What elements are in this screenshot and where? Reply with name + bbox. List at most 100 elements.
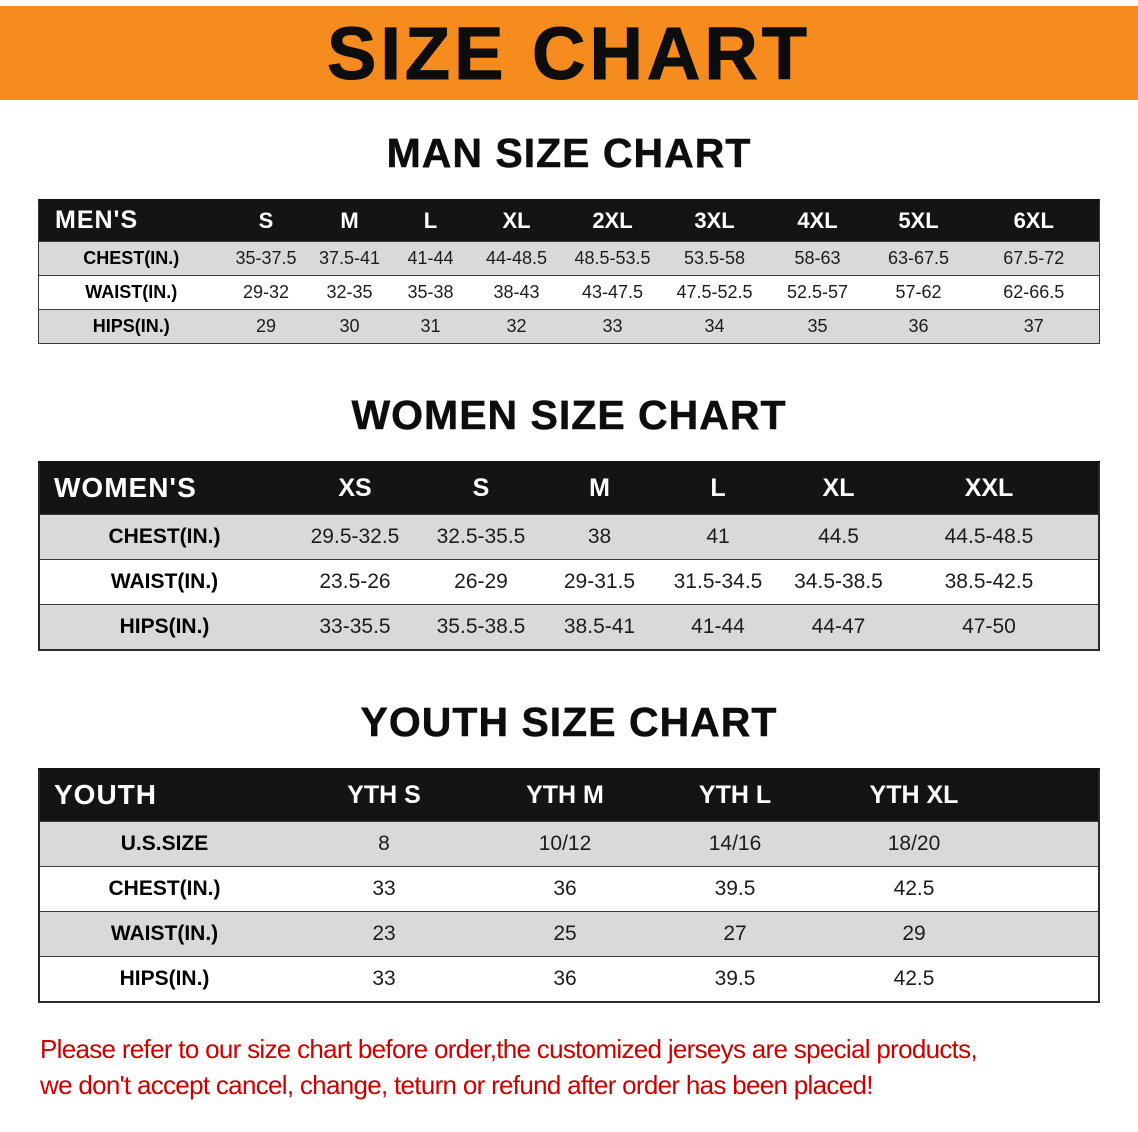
spacer-cell (1079, 559, 1099, 605)
measure-value-cell: 32 (470, 308, 563, 344)
measure-value-cell: 8 (289, 821, 479, 867)
table-title-cell: YOUTH (39, 767, 289, 822)
measure-value-cell: 35 (766, 308, 869, 344)
size-header-cell: YTH L (651, 767, 819, 822)
banner: SIZE CHART (0, 6, 1138, 100)
measure-value-cell: 43-47.5 (562, 274, 663, 310)
measure-value-cell: 31.5-34.5 (658, 559, 778, 605)
page-title: SIZE CHART (327, 11, 811, 95)
measure-value-cell: 36 (479, 956, 651, 1002)
size-header-cell: S (223, 199, 309, 242)
measure-value-cell: 39.5 (651, 956, 819, 1002)
row-label-cell: WAIST(IN.) (39, 911, 289, 957)
measure-value-cell: 38 (541, 514, 658, 560)
measure-value-cell: 32-35 (308, 274, 391, 310)
table-title-cell: WOMEN'S (39, 460, 289, 515)
measure-value-cell: 35-38 (390, 274, 471, 310)
measure-value-cell: 29 (223, 308, 309, 344)
measure-value-cell: 36 (868, 308, 969, 344)
measure-value-cell: 42.5 (819, 956, 1009, 1002)
table-header-row: WOMEN'S XS S M L XL XXL (39, 460, 1099, 515)
measure-value-cell: 33 (562, 308, 663, 344)
disclaimer: Please refer to our size chart before or… (40, 1031, 1138, 1104)
measure-value-cell: 27 (651, 911, 819, 957)
size-header-cell: XL (470, 199, 563, 242)
size-header-cell: 4XL (766, 199, 869, 242)
size-header-cell: YTH XL (819, 767, 1009, 822)
measure-value-cell: 33 (289, 866, 479, 912)
spacer-cell (1009, 821, 1099, 867)
measure-value-cell: 67.5-72 (968, 240, 1100, 276)
measure-value-cell: 38.5-42.5 (899, 559, 1079, 605)
measure-value-cell: 44-48.5 (470, 240, 563, 276)
table-row: WAIST(IN.) 23 25 27 29 (39, 911, 1099, 957)
table-row: HIPS(IN.) 33 36 39.5 42.5 (39, 956, 1099, 1002)
row-label-cell: CHEST(IN.) (39, 866, 289, 912)
size-header-cell: XL (778, 460, 899, 515)
table-row: U.S.SIZE 8 10/12 14/16 18/20 (39, 821, 1099, 867)
table-row: CHEST(IN.) 35-37.5 37.5-41 41-44 44-48.5 48.5… (38, 240, 1100, 276)
measure-value-cell: 38-43 (470, 274, 563, 310)
size-header-cell: M (308, 199, 391, 242)
measure-value-cell: 38.5-41 (541, 604, 658, 650)
spacer-cell (1009, 911, 1099, 957)
measure-value-cell: 44-47 (778, 604, 899, 650)
row-label-cell: CHEST(IN.) (38, 240, 224, 276)
measure-value-cell: 26-29 (421, 559, 541, 605)
measure-value-cell: 63-67.5 (868, 240, 969, 276)
spacer-cell (1009, 956, 1099, 1002)
measure-value-cell: 42.5 (819, 866, 1009, 912)
table-row: CHEST(IN.) 29.5-32.5 32.5-35.5 38 41 44.5 44.5… (39, 514, 1099, 560)
disclaimer-line-1: Please refer to our size chart before or… (40, 1033, 978, 1064)
measure-value-cell: 33 (289, 956, 479, 1002)
men-size-table: MEN'S S M L XL 2XL 3XL 4XL 5XL 6XL CHEST(IN.) 35-37… (38, 199, 1100, 344)
measure-value-cell: 32.5-35.5 (421, 514, 541, 560)
measure-value-cell: 29 (819, 911, 1009, 957)
spacer-cell (1009, 767, 1099, 822)
women-section-heading: WOMEN SIZE CHART (351, 391, 787, 438)
youth-section: YOUTH SIZE CHART YOUTH YTH S YTH M YTH L YTH… (0, 698, 1138, 1003)
size-header-cell: 6XL (968, 199, 1100, 242)
table-row: CHEST(IN.) 33 36 39.5 42.5 (39, 866, 1099, 912)
table-row: WAIST(IN.) 23.5-26 26-29 29-31.5 31.5-34.5 34… (39, 559, 1099, 605)
size-header-cell: M (541, 460, 658, 515)
measure-value-cell: 33-35.5 (289, 604, 421, 650)
measure-value-cell: 25 (479, 911, 651, 957)
measure-value-cell: 18/20 (819, 821, 1009, 867)
youth-size-table: YOUTH YTH S YTH M YTH L YTH XL U.S.SIZE 8 10/12… (38, 767, 1100, 1003)
measure-value-cell: 37.5-41 (308, 240, 391, 276)
row-label-cell: WAIST(IN.) (39, 559, 289, 605)
measure-value-cell: 39.5 (651, 866, 819, 912)
size-chart-page: SIZE CHART MAN SIZE CHART MEN'S S M L XL 2XL 3… (0, 6, 1138, 1103)
size-header-cell: 5XL (868, 199, 969, 242)
measure-value-cell: 30 (308, 308, 391, 344)
row-label-cell: HIPS(IN.) (39, 604, 289, 650)
spacer-cell (1079, 514, 1099, 560)
measure-value-cell: 47-50 (899, 604, 1079, 650)
measure-value-cell: 44.5 (778, 514, 899, 560)
women-section: WOMEN SIZE CHART WOMEN'S XS S M L XL XXL CHEST(… (0, 391, 1138, 651)
measure-value-cell: 37 (968, 308, 1100, 344)
measure-value-cell: 10/12 (479, 821, 651, 867)
size-header-cell: YTH S (289, 767, 479, 822)
spacer-cell (1079, 460, 1099, 515)
measure-value-cell: 14/16 (651, 821, 819, 867)
size-header-cell: L (390, 199, 471, 242)
measure-value-cell: 29.5-32.5 (289, 514, 421, 560)
measure-value-cell: 62-66.5 (968, 274, 1100, 310)
size-header-cell: XS (289, 460, 421, 515)
measure-value-cell: 29-31.5 (541, 559, 658, 605)
size-header-cell: YTH M (479, 767, 651, 822)
size-header-cell: S (421, 460, 541, 515)
measure-value-cell: 31 (390, 308, 471, 344)
table-row: HIPS(IN.) 29 30 31 32 33 34 35 36 37 (38, 308, 1100, 344)
measure-value-cell: 23.5-26 (289, 559, 421, 605)
size-header-cell: 2XL (562, 199, 663, 242)
row-label-cell: HIPS(IN.) (38, 308, 224, 344)
size-header-cell: 3XL (662, 199, 767, 242)
table-row: WAIST(IN.) 29-32 32-35 35-38 38-43 43-47.5 47.… (38, 274, 1100, 310)
row-label-cell: HIPS(IN.) (39, 956, 289, 1002)
row-label-cell: U.S.SIZE (39, 821, 289, 867)
measure-value-cell: 41 (658, 514, 778, 560)
measure-value-cell: 58-63 (766, 240, 869, 276)
